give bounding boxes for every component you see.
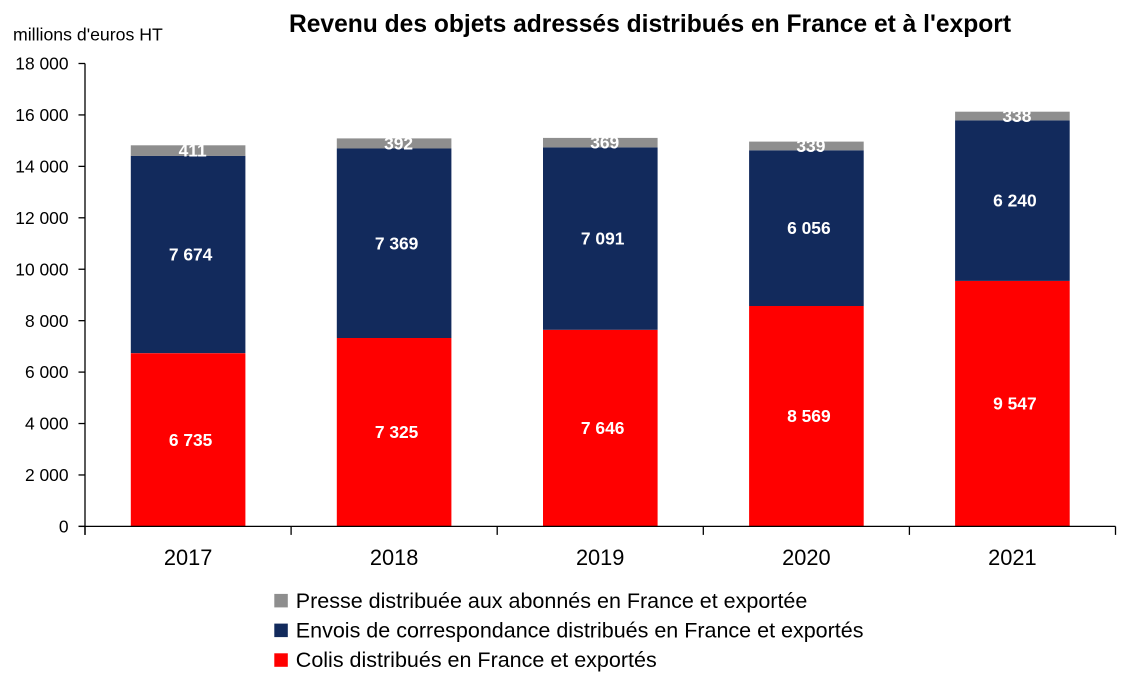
svg-text:2019: 2019 xyxy=(576,545,625,570)
svg-text:7 674: 7 674 xyxy=(169,245,213,265)
svg-text:millions d'euros HT: millions d'euros HT xyxy=(13,25,163,45)
svg-text:8 569: 8 569 xyxy=(787,406,831,426)
svg-text:7 646: 7 646 xyxy=(581,418,625,438)
svg-text:369: 369 xyxy=(590,133,619,153)
svg-text:7 091: 7 091 xyxy=(581,229,625,249)
svg-text:9 547: 9 547 xyxy=(993,394,1037,414)
svg-text:6 735: 6 735 xyxy=(169,430,213,450)
svg-text:0: 0 xyxy=(59,517,69,537)
svg-text:16 000: 16 000 xyxy=(15,105,68,125)
svg-text:2018: 2018 xyxy=(370,545,419,570)
svg-text:339: 339 xyxy=(796,136,825,156)
svg-text:12 000: 12 000 xyxy=(15,208,68,228)
svg-text:6 056: 6 056 xyxy=(787,218,831,238)
svg-text:7 325: 7 325 xyxy=(375,422,419,442)
svg-text:Colis distribués en France et: Colis distribués en France et exportés xyxy=(296,648,657,672)
svg-text:10 000: 10 000 xyxy=(15,259,68,279)
svg-text:14 000: 14 000 xyxy=(15,156,68,176)
svg-text:7 369: 7 369 xyxy=(375,233,419,253)
svg-text:6 240: 6 240 xyxy=(993,191,1037,211)
svg-text:Envois de correspondance distr: Envois de correspondance distribués en F… xyxy=(296,619,864,643)
svg-text:411: 411 xyxy=(179,141,207,161)
svg-text:2 000: 2 000 xyxy=(25,465,69,485)
svg-text:6 000: 6 000 xyxy=(25,362,69,382)
svg-text:2021: 2021 xyxy=(988,545,1037,570)
svg-text:Presse distribuée aux abonnés: Presse distribuée aux abonnés en France … xyxy=(296,589,808,613)
svg-text:2020: 2020 xyxy=(782,545,831,570)
svg-text:2017: 2017 xyxy=(164,545,213,570)
svg-text:Revenu des objets adressés dis: Revenu des objets adressés distribués en… xyxy=(289,11,1011,38)
svg-text:4 000: 4 000 xyxy=(25,414,69,434)
svg-text:18 000: 18 000 xyxy=(15,54,68,74)
svg-text:338: 338 xyxy=(1002,106,1031,126)
svg-text:392: 392 xyxy=(384,134,413,154)
svg-text:8 000: 8 000 xyxy=(25,311,69,331)
